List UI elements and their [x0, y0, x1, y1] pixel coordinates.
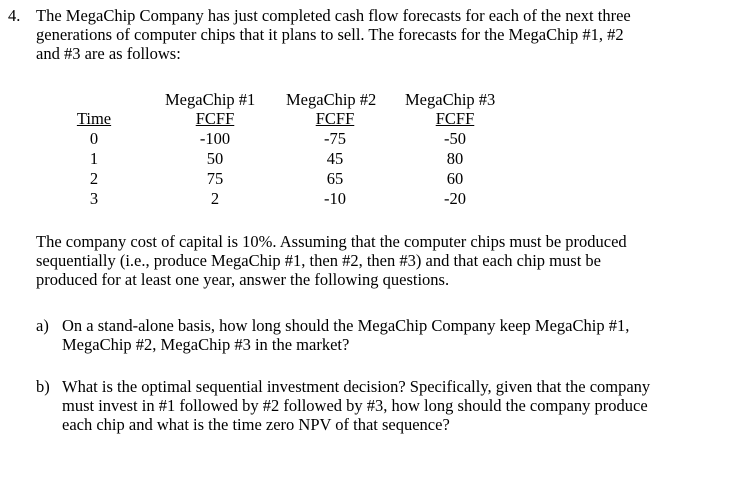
- chip1-fcff-cell: 2: [210, 189, 220, 208]
- time-cell: 2: [89, 169, 99, 188]
- chip3-fcff-cell: -50: [444, 129, 466, 148]
- chip1-fcff-cell: -100: [199, 129, 231, 148]
- part-b-letter: b): [36, 377, 50, 396]
- part-a-letter: a): [36, 316, 49, 335]
- intro-line: The MegaChip Company has just completed …: [36, 6, 631, 25]
- chip3-fcff-cell: 80: [446, 149, 464, 168]
- time-cell: 1: [89, 149, 99, 168]
- fcff-header-3: FCFF: [435, 109, 475, 128]
- chip2-fcff-cell: -10: [324, 189, 346, 208]
- chip2-fcff-cell: 65: [326, 169, 344, 188]
- chip2-fcff-cell: -75: [324, 129, 346, 148]
- chip1-fcff-cell: 50: [206, 149, 224, 168]
- chip-header-1: MegaChip #1: [165, 90, 256, 109]
- part-b-line: must invest in #1 followed by #2 followe…: [62, 396, 648, 415]
- assumptions-paragraph: The company cost of capital is 10%. Assu…: [36, 232, 712, 289]
- part-a-text: On a stand-alone basis, how long should …: [62, 316, 712, 354]
- part-a-line: MegaChip #2, MegaChip #3 in the market?: [62, 335, 350, 354]
- intro-line: generations of computer chips that it pl…: [36, 25, 624, 44]
- intro-line: and #3 are as follows:: [36, 44, 181, 63]
- part-b-line: What is the optimal sequential investmen…: [62, 377, 651, 396]
- question-intro: The MegaChip Company has just completed …: [36, 6, 716, 63]
- chip1-fcff-cell: 75: [206, 169, 224, 188]
- time-cell: 3: [89, 189, 99, 208]
- chip3-fcff-cell: 60: [446, 169, 464, 188]
- part-b-line: each chip and what is the time zero NPV …: [62, 415, 450, 434]
- chip3-fcff-cell: -20: [444, 189, 466, 208]
- paragraph-line: The company cost of capital is 10%. Assu…: [36, 232, 627, 251]
- question-number: 4.: [8, 6, 21, 25]
- part-b-text: What is the optimal sequential investmen…: [62, 377, 712, 434]
- part-a-line: On a stand-alone basis, how long should …: [62, 316, 630, 335]
- chip-header-2: MegaChip #2: [286, 90, 377, 109]
- fcff-header-2: FCFF: [315, 109, 355, 128]
- time-header: Time: [76, 109, 112, 128]
- chip-header-3: MegaChip #3: [405, 90, 496, 109]
- time-cell: 0: [89, 129, 99, 148]
- paragraph-line: produced for at least one year, answer t…: [36, 270, 450, 289]
- chip2-fcff-cell: 45: [326, 149, 344, 168]
- fcff-header-1: FCFF: [195, 109, 235, 128]
- paragraph-line: sequentially (i.e., produce MegaChip #1,…: [36, 251, 601, 270]
